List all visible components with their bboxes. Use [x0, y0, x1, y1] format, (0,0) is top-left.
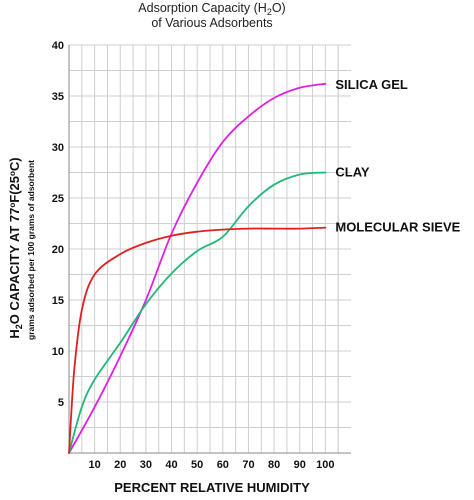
x-tick-label: 40: [165, 459, 177, 471]
y-axis-label: H2O CAPACITY AT 77oF(25oC): [7, 157, 24, 338]
y-tick-label: 25: [52, 193, 64, 205]
series-lines: [68, 82, 327, 454]
x-tick-label: 80: [268, 459, 280, 471]
y-tick-label: 5: [58, 397, 64, 409]
x-tick-label: 100: [316, 459, 334, 471]
series-label-clay: CLAY: [335, 165, 370, 180]
y-tick-label: 35: [52, 91, 64, 103]
tick-labels: 10 20 30 40 50 60 70 80 90 100 5 10 15 20 25 30 35 40: [52, 40, 335, 471]
x-tick-label: 10: [89, 459, 101, 471]
x-axis-label: PERCENT RELATIVE HUMIDITY: [114, 480, 310, 495]
y-tick-label: 15: [52, 295, 64, 307]
y-tick-label: 10: [52, 346, 64, 358]
series-label-molecular-sieve: MOLECULAR SIEVE: [335, 220, 460, 235]
series-label-silica-gel: SILICA GEL: [335, 77, 408, 92]
axes: [68, 45, 351, 454]
x-tick-label: 60: [217, 459, 229, 471]
series-line-molecular-sieve: [68, 226, 327, 454]
y-tick-label: 30: [52, 142, 64, 154]
y-tick-label: 20: [52, 244, 64, 256]
x-tick-label: 30: [140, 459, 152, 471]
chart-title-line1: Adsorption Capacity (H2O): [138, 1, 285, 17]
y-axis-sublabel: grams adsorbed per 100 grams of adsorben…: [26, 160, 36, 340]
x-tick-label: 90: [294, 459, 306, 471]
x-tick-label: 20: [114, 459, 126, 471]
series-labels: SILICA GEL CLAY MOLECULAR SIEVE: [335, 77, 460, 235]
gridlines: [69, 44, 351, 454]
series-line-clay: [68, 171, 327, 454]
chart-title-line2: of Various Adsorbents: [151, 16, 272, 30]
x-tick-label: 70: [242, 459, 254, 471]
series-line-silica-gel: [68, 82, 327, 454]
y-tick-label: 40: [52, 40, 64, 52]
x-tick-label: 50: [191, 459, 203, 471]
